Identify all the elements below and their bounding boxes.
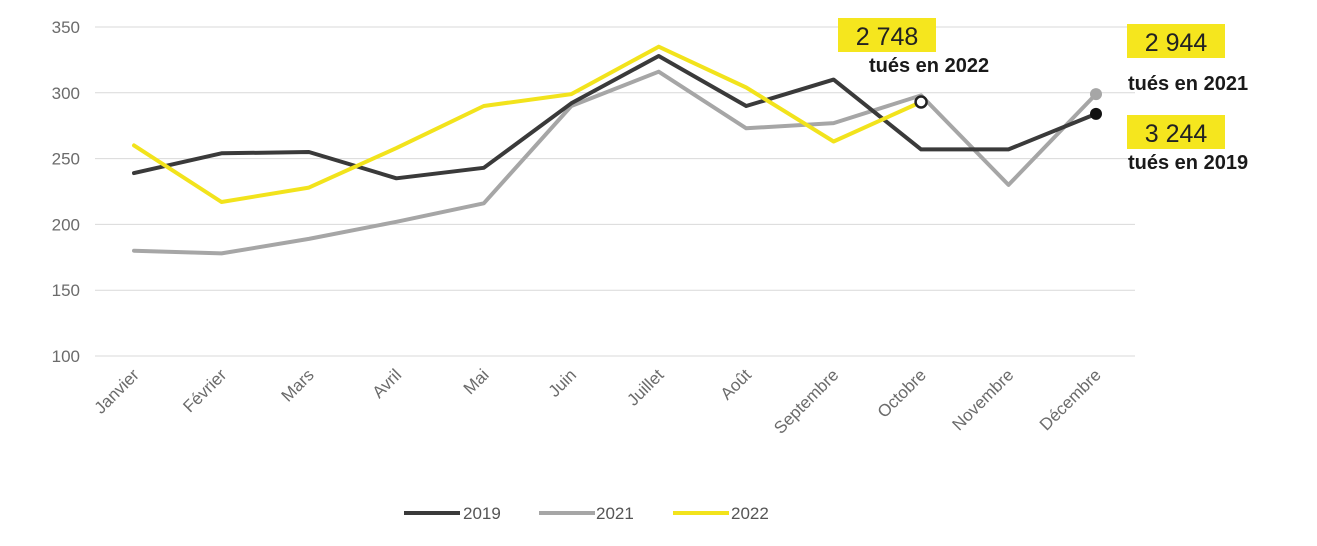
callout-highlight [1127,115,1225,149]
y-tick-label: 150 [52,281,80,300]
x-category-label: Juillet [623,365,667,409]
x-category-label: Mai [460,365,493,398]
series-end-marker-2022 [914,95,928,109]
x-category-label: Avril [369,365,406,402]
x-category-label: Janvier [91,365,143,417]
series-line-2021 [132,69,1098,256]
series-lines [132,44,1098,256]
callout-label: tués en 2021 [1128,73,1248,95]
x-category-label: Septembre [770,365,842,437]
x-category-label: Octobre [874,365,930,421]
x-category-label: Juin [545,365,580,400]
callout-highlight [1127,24,1225,58]
callouts: 2 748 tués en 2022 2 944 tués en 2021 3 244 t… [838,18,1248,174]
series-end-marker-2021 [1090,88,1102,101]
y-tick-label: 200 [52,215,80,234]
legend: 2019 2021 2022 [404,504,769,523]
callout-value: 2 748 [856,23,919,51]
x-category-label: Décembre [1036,365,1105,434]
series-line-2022 [132,44,924,204]
y-tick-label: 100 [52,347,80,366]
end-markers [914,88,1102,120]
callout-highlight [838,18,936,52]
y-tick-label: 350 [52,18,80,37]
axis-labels: 100 150 200 250 300 350 Janvier Février Mars Avri… [52,18,1105,438]
series-end-marker-2019 [1090,107,1102,120]
legend-label-2019: 2019 [463,504,501,523]
callout-value: 3 244 [1145,120,1208,148]
y-tick-label: 250 [52,150,80,169]
callout-label: tués en 2022 [869,55,989,77]
x-category-label: Novembre [948,365,1017,434]
x-category-label: Août [717,365,755,403]
callout-label: tués en 2019 [1128,152,1248,174]
series-line-2019 [132,54,1098,181]
y-tick-label: 300 [52,84,80,103]
gridlines [95,26,1135,357]
legend-label-2022: 2022 [731,504,769,523]
callout-value: 2 944 [1145,29,1208,57]
x-category-label: Mars [278,365,318,405]
legend-label-2021: 2021 [596,504,634,523]
x-category-label: Février [179,365,230,416]
